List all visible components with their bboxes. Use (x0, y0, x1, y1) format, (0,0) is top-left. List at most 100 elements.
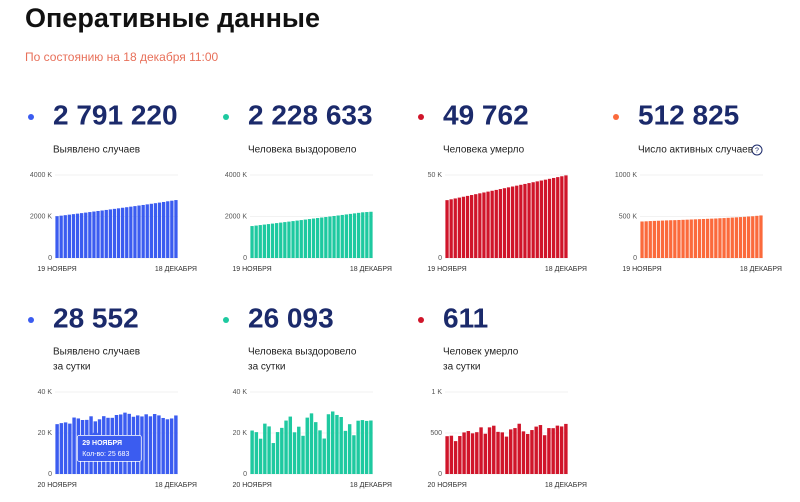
bar (527, 183, 531, 258)
bar (55, 424, 59, 474)
bar (490, 190, 494, 258)
bar (328, 216, 332, 258)
bar (169, 418, 174, 474)
bar (145, 204, 149, 258)
bar (267, 426, 271, 474)
bar (280, 427, 284, 474)
bullet (28, 114, 34, 120)
bar (685, 219, 689, 258)
bar (531, 182, 535, 258)
bar (519, 184, 523, 258)
bar (365, 212, 369, 258)
x-tick-label: 19 НОЯБРЯ (37, 266, 76, 273)
bar (121, 207, 125, 258)
y-tick-label: 2000 K (225, 213, 248, 220)
bar (747, 216, 751, 258)
bar (279, 222, 283, 258)
bar (458, 436, 462, 474)
bar (706, 218, 710, 258)
bar (738, 217, 743, 258)
bar (59, 423, 64, 474)
x-tick-label: 19 НОЯБРЯ (232, 266, 271, 273)
bar (303, 219, 307, 258)
page-title: Оперативные данные (25, 3, 320, 33)
bar (275, 223, 279, 258)
bar (689, 219, 693, 258)
bar (504, 436, 509, 474)
y-tick-label: 0 (48, 255, 52, 262)
bar (502, 188, 507, 258)
bar (525, 433, 530, 474)
bar (470, 433, 475, 474)
bar (496, 431, 500, 474)
bar (262, 224, 266, 258)
bar (559, 426, 564, 474)
x-tick-label: 18 ДЕКАБРЯ (155, 266, 197, 273)
bar (697, 219, 702, 258)
bar (347, 424, 352, 474)
bar (162, 201, 166, 258)
bar (291, 221, 295, 258)
bar (148, 416, 153, 474)
bar (100, 210, 104, 258)
help-icon[interactable]: ? (751, 144, 763, 156)
bar (250, 226, 254, 258)
bar (673, 220, 677, 258)
bar (55, 216, 59, 258)
bar (344, 214, 348, 258)
bar (644, 221, 648, 258)
bar (104, 209, 108, 258)
bar (305, 417, 309, 474)
bar (258, 438, 263, 474)
bar (283, 222, 287, 258)
bullet (223, 317, 229, 323)
bar (560, 176, 564, 258)
bar (364, 420, 369, 474)
bar (340, 214, 344, 258)
bar (718, 218, 722, 258)
bar (307, 219, 312, 258)
bar (494, 189, 498, 258)
bar (144, 414, 148, 474)
x-tick-label: 19 НОЯБРЯ (622, 266, 661, 273)
bar (165, 419, 170, 474)
bar (263, 423, 267, 474)
x-tick-label: 18 ДЕКАБРЯ (350, 266, 392, 273)
headline: 49 762 (443, 99, 529, 130)
bar (498, 189, 502, 258)
y-tick-label: 40 K (38, 389, 53, 396)
bar (759, 215, 763, 258)
bar (299, 220, 303, 258)
x-tick-label: 18 ДЕКАБРЯ (155, 482, 197, 489)
x-tick-label: 20 НОЯБРЯ (427, 482, 466, 489)
bar (693, 219, 697, 258)
bar (88, 212, 92, 258)
bar (470, 195, 474, 258)
bar (311, 218, 316, 258)
bar (462, 432, 466, 474)
y-tick-label: 0 (243, 471, 247, 478)
bar (445, 200, 449, 258)
bar (555, 425, 560, 474)
y-tick-label: 1 K (431, 389, 442, 396)
bar (266, 224, 271, 258)
bar (556, 177, 560, 258)
bar (457, 197, 461, 258)
bar (63, 422, 68, 474)
y-tick-label: 50 K (428, 172, 443, 179)
bar (492, 425, 496, 474)
metric-label: за сутки (443, 362, 480, 373)
bar (357, 212, 361, 258)
bar (75, 213, 80, 258)
x-tick-label: 18 ДЕКАБРЯ (545, 266, 587, 273)
bar (336, 215, 340, 258)
x-tick-label: 18 ДЕКАБРЯ (350, 482, 392, 489)
bar (361, 212, 365, 258)
bar (515, 185, 519, 258)
bar (656, 220, 661, 258)
bar (153, 203, 158, 258)
bar (270, 223, 275, 258)
bar (174, 415, 178, 474)
tooltip-pointer (91, 430, 100, 436)
y-tick-label: 0 (438, 471, 442, 478)
